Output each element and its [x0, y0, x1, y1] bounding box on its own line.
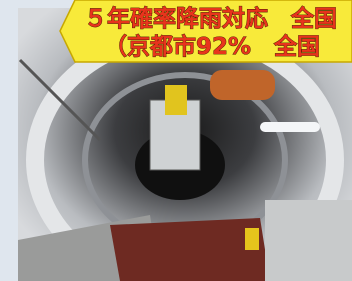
caption-line: ５年確率降雨対応 全国 — [84, 5, 337, 32]
pipe — [210, 70, 275, 100]
photo: ５年確率降雨対応 全国 （京都市92% 全国 — [0, 0, 352, 281]
caption-line: （京都市92% 全国 — [104, 33, 320, 60]
yellow-part — [165, 85, 187, 115]
yellow-part — [245, 228, 259, 250]
screenshot: ５年確率降雨対応 全国 （京都市92% 全国 — [0, 0, 352, 281]
equipment — [265, 200, 352, 281]
light — [260, 122, 320, 132]
